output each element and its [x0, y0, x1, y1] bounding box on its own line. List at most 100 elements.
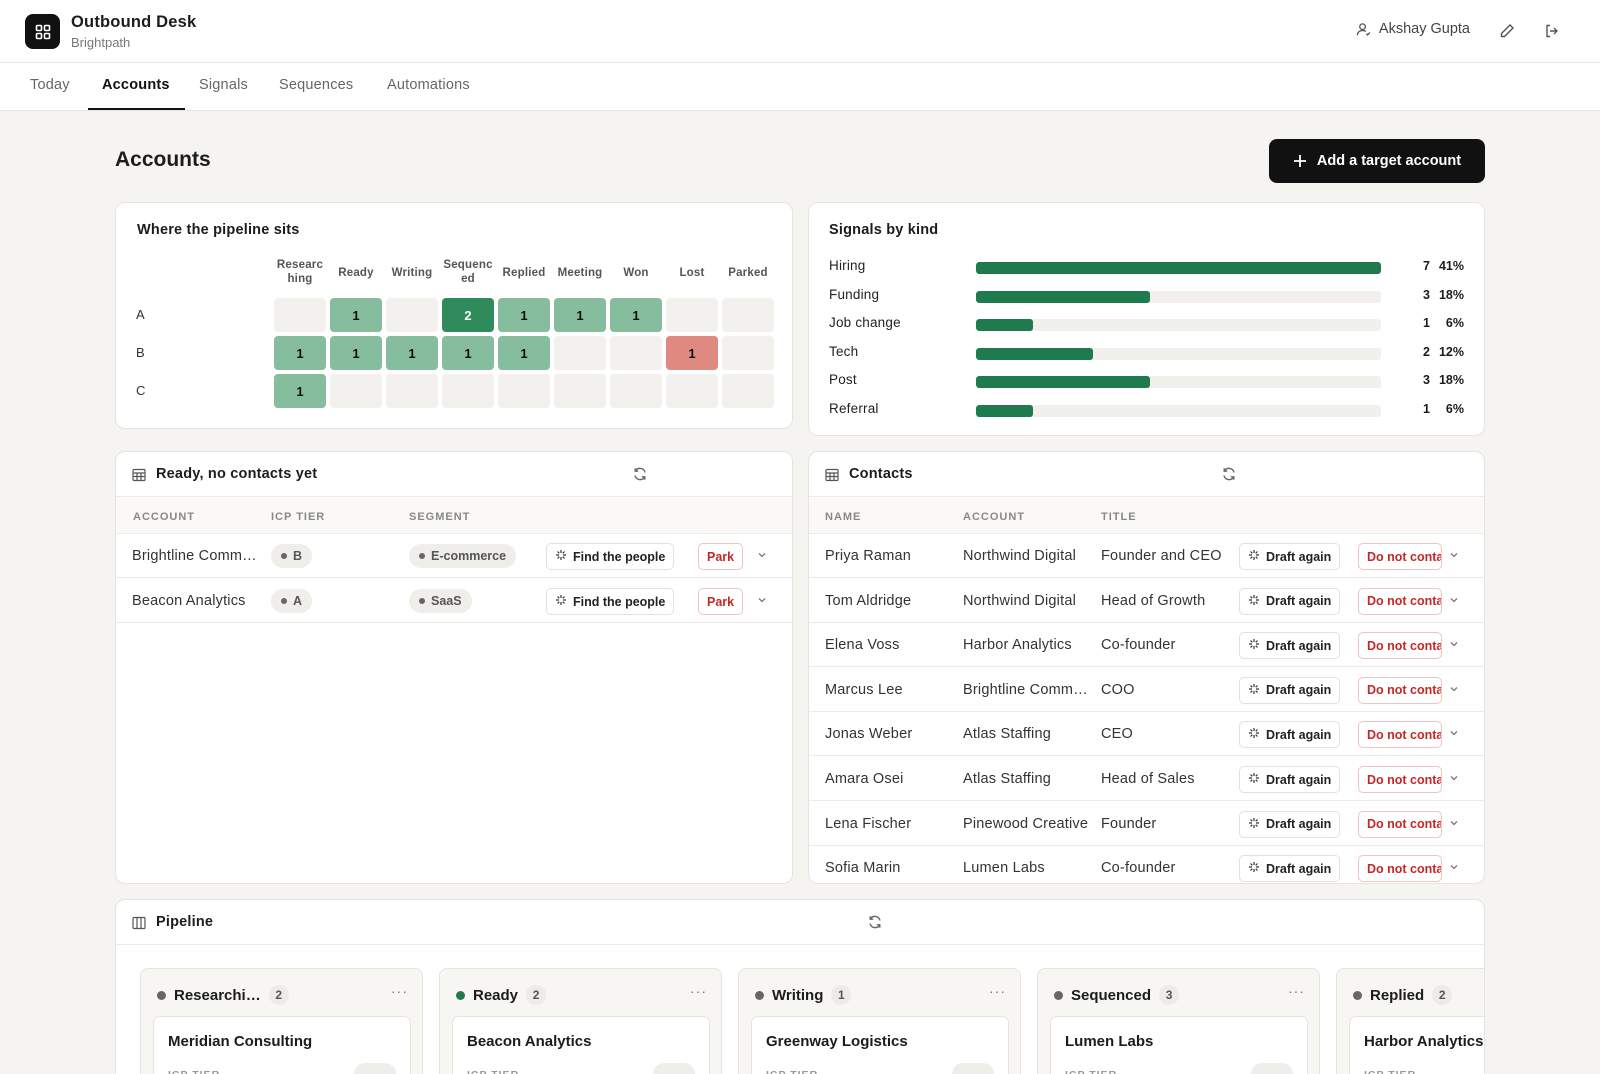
- chevron-down-icon[interactable]: [1448, 860, 1460, 878]
- park-label: Park: [707, 549, 735, 564]
- logout-icon[interactable]: [1542, 21, 1562, 41]
- draft-again-button[interactable]: Draft again: [1239, 587, 1341, 615]
- signal-bar-track: [976, 262, 1381, 274]
- heatmap-cell[interactable]: 1: [330, 336, 382, 370]
- heatmap-column-label: Won: [623, 267, 649, 279]
- pipeline-column-header: Sequenced 3: [1054, 985, 1180, 1005]
- tab-automations[interactable]: Automations: [387, 77, 470, 93]
- do-not-contact-button[interactable]: Do not contact: [1358, 810, 1442, 838]
- pipeline-column-header: Replied 2: [1353, 985, 1453, 1005]
- deal-card[interactable]: Beacon Analytics ICP TIER: [452, 1016, 710, 1074]
- contact-name[interactable]: Lena Fischer: [825, 815, 912, 832]
- signal-percent: 12%: [1438, 344, 1464, 359]
- refresh-icon[interactable]: [632, 466, 648, 482]
- draft-again-button[interactable]: Draft again: [1239, 855, 1341, 883]
- draft-again-button[interactable]: Draft again: [1239, 632, 1341, 660]
- more-options-icon[interactable]: ···: [690, 983, 707, 999]
- contact-name[interactable]: Priya Raman: [825, 548, 912, 564]
- heatmap-cell[interactable]: 1: [498, 298, 550, 332]
- contact-name[interactable]: Tom Aldridge: [825, 592, 912, 609]
- draft-again-button[interactable]: Draft again: [1239, 766, 1341, 793]
- tab-today[interactable]: Today: [30, 77, 70, 93]
- do-not-contact-button[interactable]: Do not contact: [1358, 721, 1442, 749]
- draft-again-button[interactable]: Draft again: [1239, 543, 1341, 570]
- draft-again-button[interactable]: Draft again: [1239, 810, 1341, 838]
- heatmap-cell[interactable]: 1: [666, 336, 718, 370]
- signal-bar-track: [976, 347, 1381, 360]
- draft-again-button[interactable]: Draft again: [1239, 676, 1341, 704]
- heatmap-cell[interactable]: 1: [442, 336, 494, 370]
- signal-label: Referral: [829, 401, 879, 416]
- do-not-contact-button[interactable]: Do not contact: [1358, 632, 1442, 660]
- heatmap-cell: [666, 374, 718, 408]
- signal-bar-fill: [976, 262, 1381, 274]
- tab-sequences[interactable]: Sequences: [279, 77, 354, 93]
- chevron-down-icon[interactable]: [1448, 593, 1460, 611]
- park-button[interactable]: Park: [698, 588, 744, 615]
- stage-count: 1: [831, 985, 852, 1005]
- do-not-contact-button[interactable]: Do not contact: [1358, 855, 1442, 883]
- contact-name[interactable]: Sofia Marin: [825, 860, 901, 877]
- chevron-down-icon[interactable]: [756, 548, 768, 566]
- heatmap-cell[interactable]: 1: [386, 336, 438, 370]
- deal-field-label: ICP TIER: [1065, 1069, 1117, 1074]
- refresh-icon[interactable]: [1221, 466, 1237, 482]
- heatmap-row-label: C: [136, 383, 146, 398]
- find-people-button[interactable]: Find the people: [546, 543, 675, 570]
- heatmap-cell[interactable]: 1: [498, 336, 550, 370]
- contacts-panel-title: Contacts: [849, 466, 913, 482]
- add-target-account-button[interactable]: Add a target account: [1269, 139, 1485, 183]
- chevron-down-icon[interactable]: [756, 593, 768, 611]
- heatmap-cell[interactable]: 1: [554, 298, 606, 332]
- chevron-down-icon[interactable]: [1448, 816, 1460, 834]
- heatmap-cell[interactable]: 1: [330, 298, 382, 332]
- heatmap-cell[interactable]: 1: [274, 336, 326, 370]
- contact-account: Northwind Digital: [963, 592, 1076, 609]
- chevron-down-icon[interactable]: [1448, 637, 1460, 655]
- do-not-contact-button[interactable]: Do not contact: [1358, 543, 1442, 570]
- pipeline-panel-header: Pipeline: [116, 900, 1484, 945]
- contact-name[interactable]: Elena Voss: [825, 637, 900, 654]
- heatmap-cell: [722, 336, 774, 370]
- signal-label: Tech: [829, 343, 859, 359]
- deal-card[interactable]: Greenway Logistics ICP TIER: [751, 1016, 1009, 1074]
- signal-bar-fill: [976, 347, 1094, 360]
- heatmap-cell[interactable]: 1: [610, 298, 662, 332]
- heatmap-cell[interactable]: 2: [442, 298, 494, 332]
- chevron-down-icon[interactable]: [1448, 682, 1460, 700]
- deal-card[interactable]: Lumen Labs ICP TIER: [1050, 1016, 1308, 1074]
- do-not-contact-button[interactable]: Do not contact: [1358, 587, 1442, 615]
- do-not-contact-button[interactable]: Do not contact: [1358, 676, 1442, 704]
- find-people-button[interactable]: Find the people: [546, 588, 675, 615]
- more-options-icon[interactable]: ···: [989, 983, 1006, 999]
- pipeline-column: Writing 1 ··· Greenway Logistics ICP TIER: [738, 968, 1021, 1074]
- draft-again-label: Draft again: [1266, 727, 1332, 742]
- chevron-down-icon[interactable]: [1448, 726, 1460, 744]
- stage-dot: [1353, 990, 1362, 1000]
- more-options-icon[interactable]: ···: [391, 983, 408, 999]
- account-name[interactable]: Beacon Analytics: [132, 593, 246, 609]
- deal-card[interactable]: Harbor Analytics ICP TIER: [1349, 1016, 1484, 1074]
- deal-card[interactable]: Meridian Consulting ICP TIER: [153, 1016, 411, 1074]
- contact-name[interactable]: Jonas Weber: [825, 726, 913, 743]
- contact-name[interactable]: Amara Osei: [825, 771, 904, 787]
- chevron-down-icon[interactable]: [1448, 771, 1460, 789]
- contact-account: Atlas Staffing: [963, 771, 1051, 787]
- do-not-contact-button[interactable]: Do not contact: [1358, 766, 1442, 793]
- more-options-icon[interactable]: ···: [1288, 983, 1305, 999]
- account-name[interactable]: Brightline Comm…: [132, 548, 257, 564]
- edit-icon[interactable]: [1497, 21, 1517, 41]
- draft-again-button[interactable]: Draft again: [1239, 721, 1341, 749]
- chevron-down-icon[interactable]: [1448, 548, 1460, 566]
- park-button[interactable]: Park: [698, 543, 744, 570]
- do-not-contact-label: Do not contact: [1367, 638, 1441, 653]
- tab-signals[interactable]: Signals: [199, 77, 248, 93]
- refresh-icon[interactable]: [867, 914, 883, 930]
- active-tab-indicator: [88, 108, 185, 110]
- user-menu[interactable]: Akshay Gupta: [1356, 21, 1470, 37]
- tab-accounts[interactable]: Accounts: [102, 77, 170, 93]
- contact-name[interactable]: Marcus Lee: [825, 681, 903, 698]
- app-logo[interactable]: [25, 14, 60, 49]
- col-account: ACCOUNT: [963, 511, 1025, 523]
- heatmap-cell[interactable]: 1: [274, 374, 326, 408]
